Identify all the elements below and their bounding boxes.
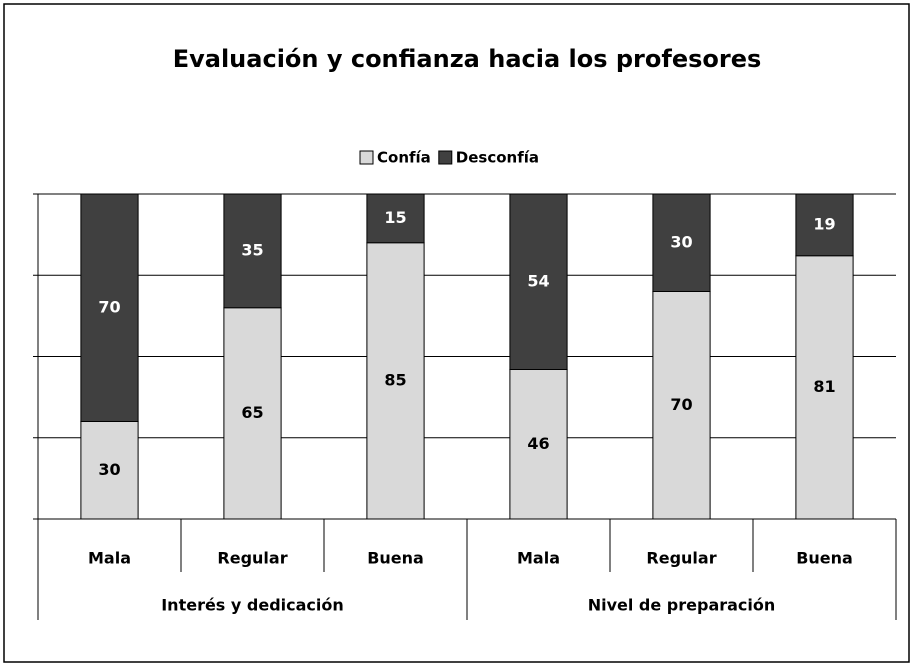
chart-title: Evaluación y confianza hacia los profeso… <box>173 45 762 73</box>
data-label: 65 <box>241 403 263 422</box>
group-label: Interés y dedicación <box>161 596 344 615</box>
legend-label: Desconfía <box>456 149 539 167</box>
bar-segment <box>223 193 282 309</box>
bar-segment <box>652 291 711 520</box>
bar-segment <box>223 307 282 520</box>
legend-label: Confía <box>377 149 431 167</box>
data-label: 54 <box>527 271 549 290</box>
group-label: Nivel de preparación <box>588 596 776 615</box>
frame <box>3 3 910 663</box>
bar-segment <box>795 255 854 520</box>
data-label: 46 <box>527 434 549 453</box>
x-tick-label: Regular <box>217 549 287 568</box>
data-label: 70 <box>670 395 692 414</box>
data-label: 85 <box>384 370 406 389</box>
bar-segment <box>795 193 854 257</box>
data-label: 15 <box>384 208 406 227</box>
data-label: 70 <box>98 297 120 316</box>
data-label: 19 <box>813 214 835 233</box>
legend-swatch <box>438 150 453 165</box>
bar-segment <box>80 193 139 422</box>
bar-segment <box>366 242 425 520</box>
bar-segment <box>652 193 711 292</box>
legend-swatch <box>359 150 374 165</box>
bar-segment <box>509 193 568 370</box>
data-label: 81 <box>813 377 835 396</box>
x-tick-label: Mala <box>517 549 560 568</box>
x-tick-label: Buena <box>796 549 853 568</box>
x-tick-label: Mala <box>88 549 131 568</box>
data-label: 35 <box>241 240 263 259</box>
bar-segment <box>366 193 425 244</box>
x-tick-label: Regular <box>646 549 716 568</box>
data-label: 30 <box>670 232 692 251</box>
bar-segment <box>80 421 139 520</box>
data-label: 30 <box>98 460 120 479</box>
x-tick-label: Buena <box>367 549 424 568</box>
